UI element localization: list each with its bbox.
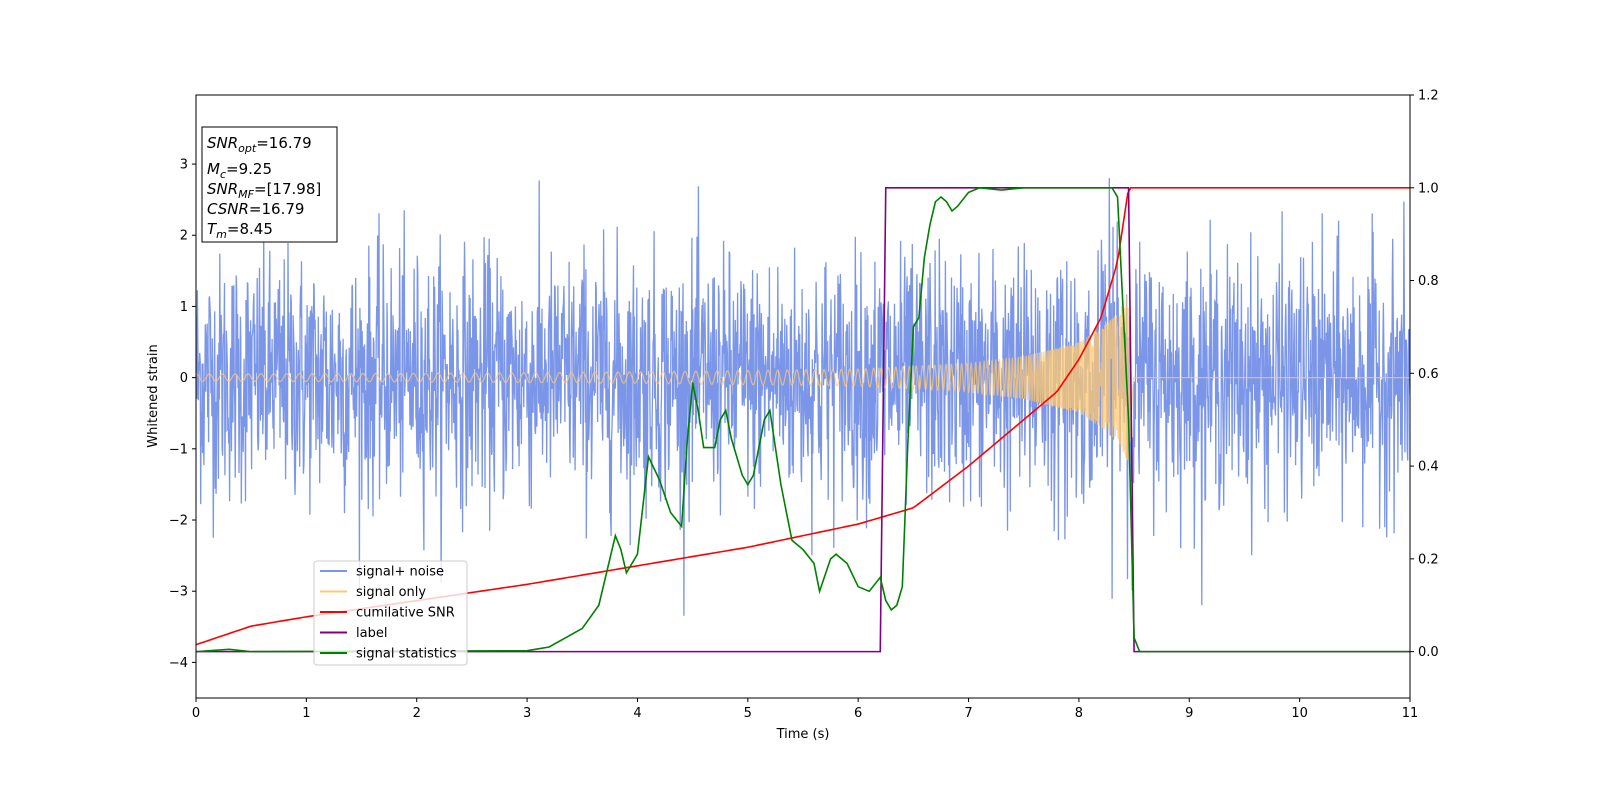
y-axis-label: Whitened strain [146, 344, 161, 447]
x-tick-label: 4 [633, 706, 641, 721]
y-tick-label: 2 [180, 229, 188, 244]
legend-label: cumilative SNR [356, 606, 455, 621]
x-tick-label: 5 [744, 706, 752, 721]
y2-tick-label: 0.8 [1418, 274, 1439, 289]
x-tick-label: 3 [523, 706, 531, 721]
y2-tick-label: 0.6 [1418, 367, 1439, 382]
y-tick-label: 3 [180, 158, 188, 173]
legend-label: signal+ noise [356, 565, 444, 580]
annotation-box: SNRopt=16.79 Mc=9.25 SNRMF=[17.98] CSNR=16.… [201, 126, 338, 243]
x-tick-label: 6 [854, 706, 862, 721]
series-signal-only-line [196, 295, 1410, 461]
y-tick-label: −2 [169, 514, 188, 529]
x-axis-label: Time (s) [776, 727, 830, 742]
x-tick-label: 11 [1402, 706, 1419, 721]
y2-tick-label: 0.4 [1418, 460, 1439, 475]
axes-layer: 0 1 2 3 4 5 6 7 8 9 10 113210−1−2−3−40.00.20.40.60.… [169, 89, 1439, 722]
legend-label: label [356, 626, 387, 641]
legend-label: signal statistics [356, 647, 457, 662]
annotation-text: SNRopt=16.79 Mc=9.25 SNRMF=[17.98] CSNR=16.… [207, 134, 321, 241]
plot-frame [195, 94, 1411, 699]
y2-tick-label: 1.2 [1418, 89, 1439, 104]
y2-tick-label: 0.2 [1418, 552, 1439, 567]
x-tick-label: 0 [192, 706, 200, 721]
x-tick-label: 10 [1291, 706, 1308, 721]
x-tick-label: 2 [413, 706, 421, 721]
x-tick-label: 9 [1185, 706, 1193, 721]
y2-tick-label: 1.0 [1418, 181, 1439, 196]
y-tick-label: −3 [169, 585, 188, 600]
y-tick-label: 1 [180, 300, 188, 315]
series-signal-statistics-line [196, 186, 1410, 653]
y-tick-label: 0 [180, 371, 188, 386]
x-tick-label: 8 [1075, 706, 1083, 721]
series-signal-noise-line [196, 178, 1410, 616]
y-tick-label: −1 [169, 442, 188, 457]
x-tick-label: 7 [964, 706, 972, 721]
y-tick-label: −4 [169, 656, 188, 671]
legend-label: signal only [356, 585, 426, 600]
legend: signal+ noise signal only cumilative SNR la… [313, 560, 468, 666]
x-tick-label: 1 [302, 706, 310, 721]
y2-tick-label: 0.0 [1418, 645, 1439, 660]
